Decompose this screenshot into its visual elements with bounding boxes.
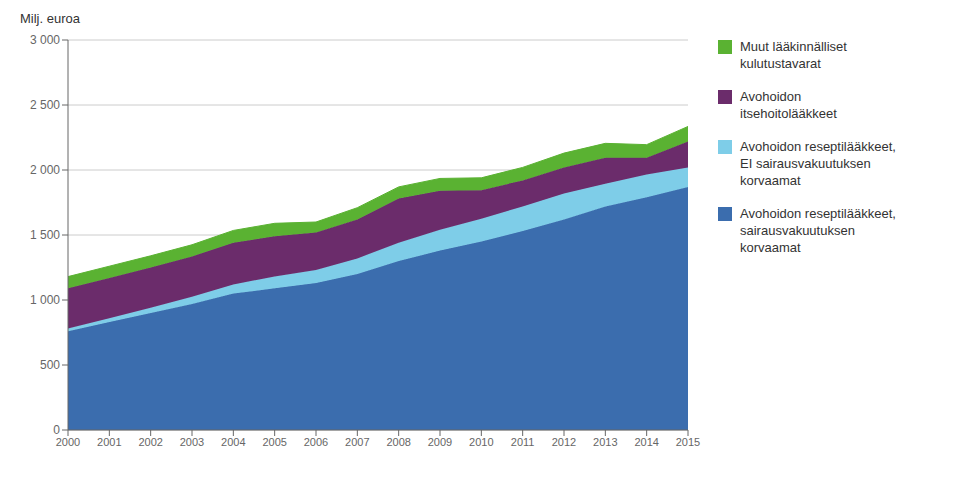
html-text:itsehoitolääkkeet: itsehoitolääkkeet (740, 106, 837, 121)
svg-text:2001: 2001 (97, 436, 121, 448)
svg-text:500: 500 (40, 358, 60, 372)
svg-text:2014: 2014 (634, 436, 658, 448)
svg-text:3 000: 3 000 (30, 33, 60, 47)
svg-text:2007: 2007 (345, 436, 369, 448)
html-text:korvaamat: korvaamat (740, 173, 801, 188)
svg-text:2000: 2000 (56, 436, 80, 448)
html-text:kulutustavarat: kulutustavarat (740, 56, 821, 71)
svg-text:2011: 2011 (511, 436, 535, 448)
html-text:Muut lääkinnälliset: Muut lääkinnälliset (740, 39, 847, 54)
svg-text:0: 0 (53, 423, 60, 437)
svg-text:2002: 2002 (138, 436, 162, 448)
svg-text:2 000: 2 000 (30, 163, 60, 177)
svg-text:2012: 2012 (552, 436, 576, 448)
svg-text:2008: 2008 (386, 436, 410, 448)
html-text:Avohoidon reseptilääkkeet,: Avohoidon reseptilääkkeet, (740, 206, 896, 221)
svg-text:2009: 2009 (428, 436, 452, 448)
svg-text:2005: 2005 (262, 436, 286, 448)
svg-text:2006: 2006 (304, 436, 328, 448)
svg-text:1 500: 1 500 (30, 228, 60, 242)
html-text:Avohoidon: Avohoidon (740, 89, 802, 104)
svg-text:2 500: 2 500 (30, 98, 60, 112)
svg-text:2015: 2015 (676, 436, 700, 448)
html-text:Milj. euroa: Milj. euroa (20, 11, 80, 26)
html-text:Avohoidon reseptilääkkeet,: Avohoidon reseptilääkkeet, (740, 139, 896, 154)
svg-text:1 000: 1 000 (30, 293, 60, 307)
html-text:korvaamat: korvaamat (740, 240, 801, 255)
html-text:sairausvakuutuksen: sairausvakuutuksen (740, 223, 855, 238)
svg-text:2013: 2013 (593, 436, 617, 448)
svg-text:2010: 2010 (469, 436, 493, 448)
html-text:EI sairausvakuutuksen: EI sairausvakuutuksen (740, 156, 871, 171)
svg-text:2004: 2004 (221, 436, 245, 448)
svg-text:2003: 2003 (180, 436, 204, 448)
